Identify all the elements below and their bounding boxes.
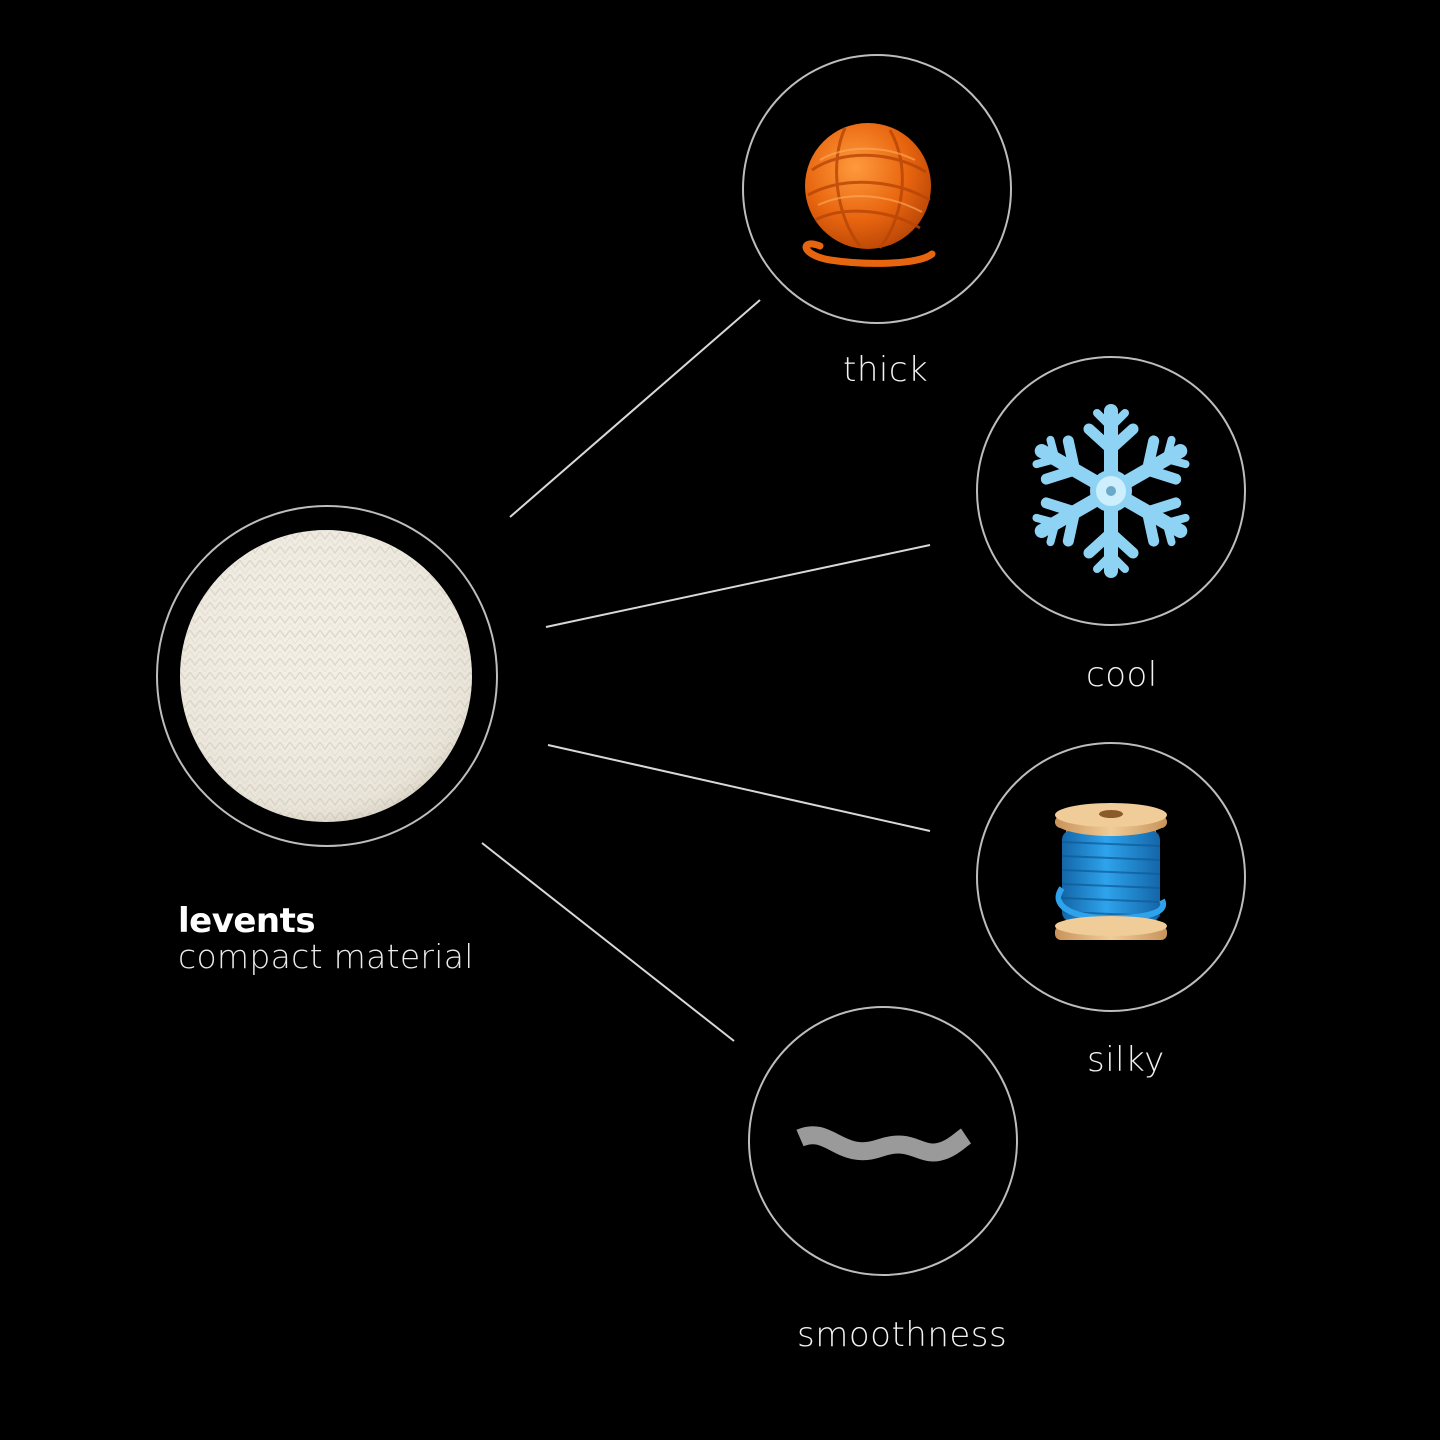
brand-name: levents [178,901,316,941]
connector-thick [509,299,761,518]
attribute-label-cool: cool [1086,655,1158,695]
snowflake-icon [1031,404,1192,571]
attribute-node-smoothness [748,1006,1018,1276]
attribute-label-thick: thick [843,350,929,390]
connector-cool [545,544,931,628]
material-subtitle: compact material [178,937,474,976]
connector-smoothness [481,842,735,1042]
attribute-label-silky: silky [1087,1040,1165,1080]
attribute-label-smoothness: smoothness [797,1315,1008,1355]
yarn-ball-icon [802,123,936,267]
wave-icon [796,1126,972,1162]
material-node [156,505,498,847]
connector-silky [547,744,931,832]
material-caption: levents compact material [178,904,474,973]
attribute-node-thick [742,54,1012,324]
thread-spool-icon [1055,803,1167,940]
attribute-node-cool [976,356,1246,626]
connector-lines [481,299,931,1042]
attribute-node-silky [976,742,1246,1012]
